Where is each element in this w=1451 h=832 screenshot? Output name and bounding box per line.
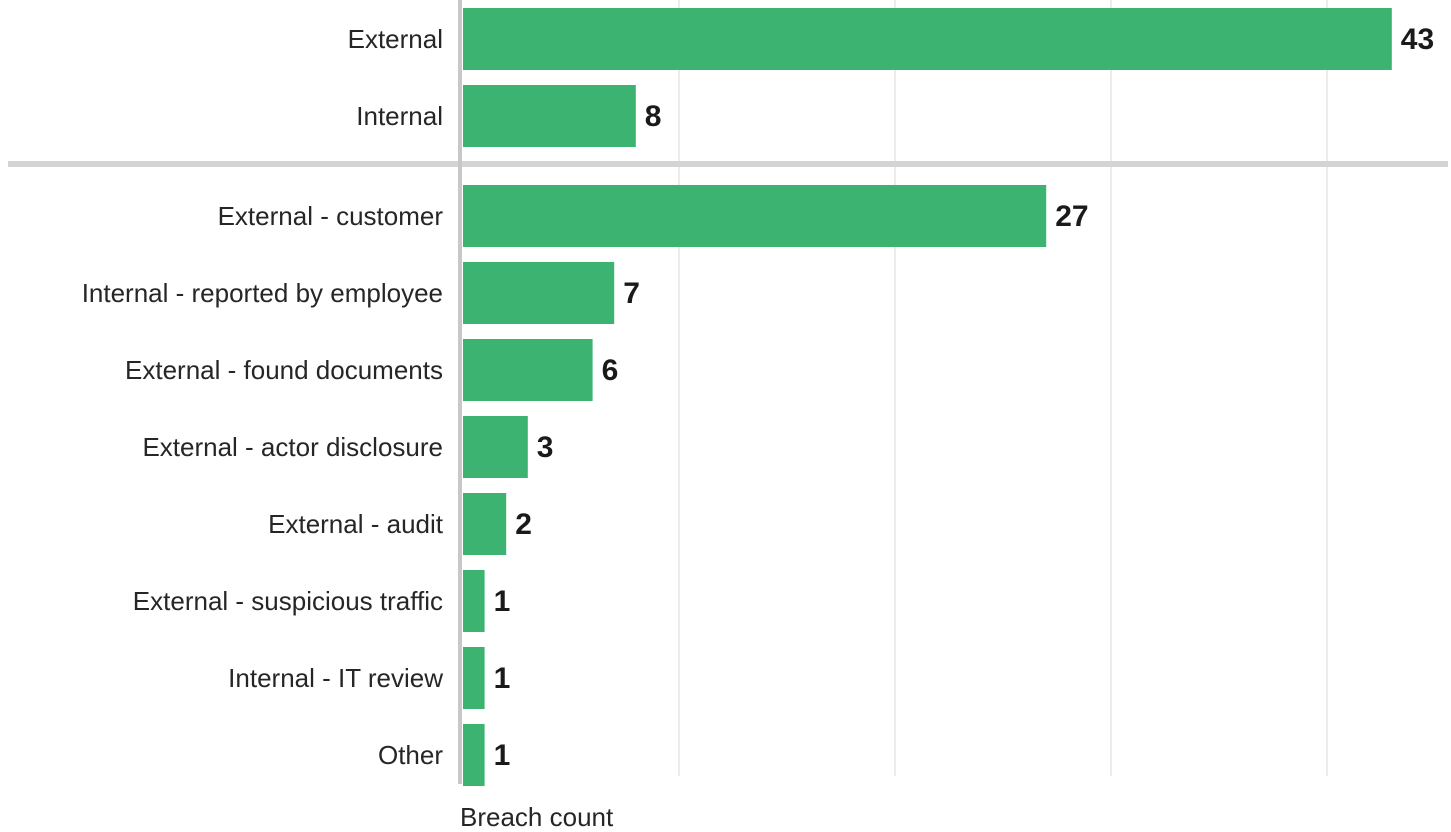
bar-1-6 — [463, 647, 485, 709]
category-label-1-3: External - actor disclosure — [142, 432, 443, 462]
category-label-1-6: Internal - IT review — [228, 663, 443, 693]
bar-0-0 — [463, 8, 1392, 70]
bar-1-7 — [463, 724, 485, 786]
category-label-1-5: External - suspicious traffic — [133, 586, 443, 616]
bars — [463, 8, 1392, 786]
category-label-1-1: Internal - reported by employee — [82, 278, 443, 308]
value-label-0-0: 43 — [1401, 23, 1434, 56]
category-label-0-0: External — [348, 24, 443, 54]
bar-1-2 — [463, 339, 593, 401]
gridlines — [678, 0, 1328, 776]
category-label-1-7: Other — [378, 740, 443, 770]
value-label-1-2: 6 — [602, 354, 619, 387]
category-label-0-1: Internal — [356, 101, 443, 131]
bar-1-1 — [463, 262, 615, 324]
bar-1-3 — [463, 416, 528, 478]
x-axis-label: Breach count — [460, 802, 614, 832]
value-label-1-6: 1 — [494, 662, 511, 695]
category-label-1-0: External - customer — [218, 201, 444, 231]
value-label-1-3: 3 — [537, 431, 554, 464]
value-label-1-1: 7 — [623, 277, 640, 310]
bar-1-5 — [463, 570, 485, 632]
category-label-1-2: External - found documents — [125, 355, 443, 385]
bar-0-1 — [463, 85, 636, 147]
value-labels: 43 8 27 7 6 3 2 1 1 1 — [494, 23, 1435, 772]
value-label-1-4: 2 — [515, 508, 532, 541]
value-label-0-1: 8 — [645, 100, 662, 133]
value-label-1-7: 1 — [494, 739, 511, 772]
value-label-1-0: 27 — [1055, 200, 1088, 233]
category-labels: External Internal External - customer Inter… — [82, 24, 444, 770]
category-label-1-4: External - audit — [268, 509, 444, 539]
bar-1-4 — [463, 493, 507, 555]
bar-1-0 — [463, 185, 1047, 247]
value-label-1-5: 1 — [494, 585, 511, 618]
